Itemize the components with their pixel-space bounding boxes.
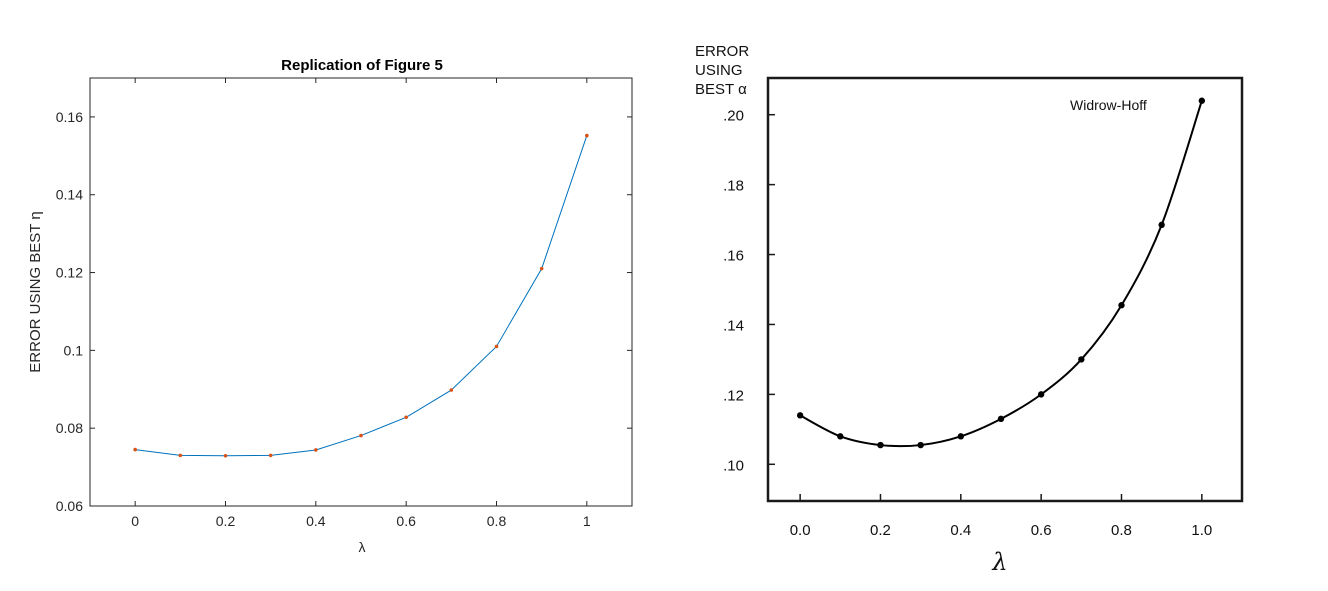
right-data-point [1158, 221, 1165, 229]
right-y-tick-label: .16 [723, 248, 744, 265]
right-x-tick-label: 1.0 [1191, 522, 1212, 539]
left-x-tick-label: 0.4 [306, 513, 326, 529]
left-x-tick-label: 0.8 [487, 513, 507, 529]
left-y-tick-label: 0.16 [56, 109, 83, 125]
right-x-tick-label: 0.4 [950, 522, 971, 539]
left-y-tick-label: 0.14 [56, 187, 83, 203]
right-series-curve [796, 97, 1206, 449]
right-data-point [1037, 391, 1045, 398]
left-data-point [178, 453, 183, 458]
left-data-point [359, 433, 363, 438]
right-y-tick-label: .18 [723, 178, 744, 195]
left-data-point [223, 454, 228, 458]
right-plot-frame [766, 76, 1244, 503]
right-x-tick-label: 0.6 [1031, 522, 1052, 539]
widrow-hoff-annotation: Widrow-Hoff [1070, 97, 1147, 113]
right-data-point [997, 415, 1005, 423]
right-data-point [1198, 97, 1206, 104]
left-chart: Replication of Figure 5 0 0.2 0.4 0.6 0.8 1 0… [27, 57, 633, 555]
left-y-tick-label: 0.08 [56, 420, 83, 436]
right-data-point [877, 441, 884, 449]
left-plot-frame [89, 77, 633, 507]
right-y-tick-label: .20 [723, 108, 744, 125]
left-data-point [449, 388, 454, 392]
right-y-axis-label-line-1: ERROR [695, 43, 749, 60]
left-data-point [314, 448, 318, 452]
left-data-point [585, 133, 589, 138]
right-data-point [796, 412, 804, 419]
right-y-axis-label-line-2: USING [695, 62, 743, 79]
right-x-axis: 0.0 0.2 0.4 0.6 0.8 1.0 [790, 494, 1212, 539]
right-chart: ERROR USING BEST α Widrow-Hoff 0.0 0.2 0.4… [695, 43, 1244, 576]
right-y-tick-label: .12 [723, 387, 744, 404]
right-x-tick-label: 0.2 [870, 522, 891, 539]
right-data-point [1078, 356, 1085, 363]
right-y-axis-label-line-3: BEST α [695, 81, 747, 98]
left-y-axis: 0.06 0.08 0.1 0.12 0.14 0.16 [56, 109, 632, 514]
left-data-point [268, 453, 273, 458]
right-y-tick-label: .14 [723, 317, 744, 334]
right-data-point [957, 433, 965, 440]
left-x-tick-label: 0.6 [396, 513, 416, 529]
left-data-point [539, 266, 544, 271]
left-y-tick-label: 0.06 [56, 498, 83, 514]
right-data-point [917, 441, 924, 449]
right-series-path [799, 100, 1203, 448]
left-data-point [494, 344, 499, 349]
right-x-axis-label: λ [991, 548, 1007, 576]
left-series-line [133, 133, 589, 458]
left-data-point [404, 415, 408, 420]
left-x-axis-label: λ [359, 539, 366, 555]
left-x-tick-label: 0.2 [216, 513, 236, 529]
right-data-point [1118, 302, 1125, 309]
left-data-point [133, 447, 137, 452]
right-y-tick-label: .10 [723, 457, 744, 474]
left-y-axis-label: ERROR USING BEST η [27, 211, 44, 372]
right-y-axis: .10 .12 .14 .16 .18 .20 [723, 108, 775, 474]
right-x-tick-label: 0.8 [1111, 522, 1132, 539]
left-x-tick-label: 1 [583, 513, 591, 529]
left-y-tick-label: 0.12 [56, 265, 83, 281]
left-x-axis: 0 0.2 0.4 0.6 0.8 1 [131, 78, 591, 529]
left-y-tick-label: 0.1 [64, 342, 84, 358]
left-x-tick-label: 0 [131, 513, 139, 529]
right-x-tick-label: 0.0 [790, 522, 811, 539]
right-data-point [837, 433, 844, 440]
left-chart-title: Replication of Figure 5 [281, 57, 443, 74]
